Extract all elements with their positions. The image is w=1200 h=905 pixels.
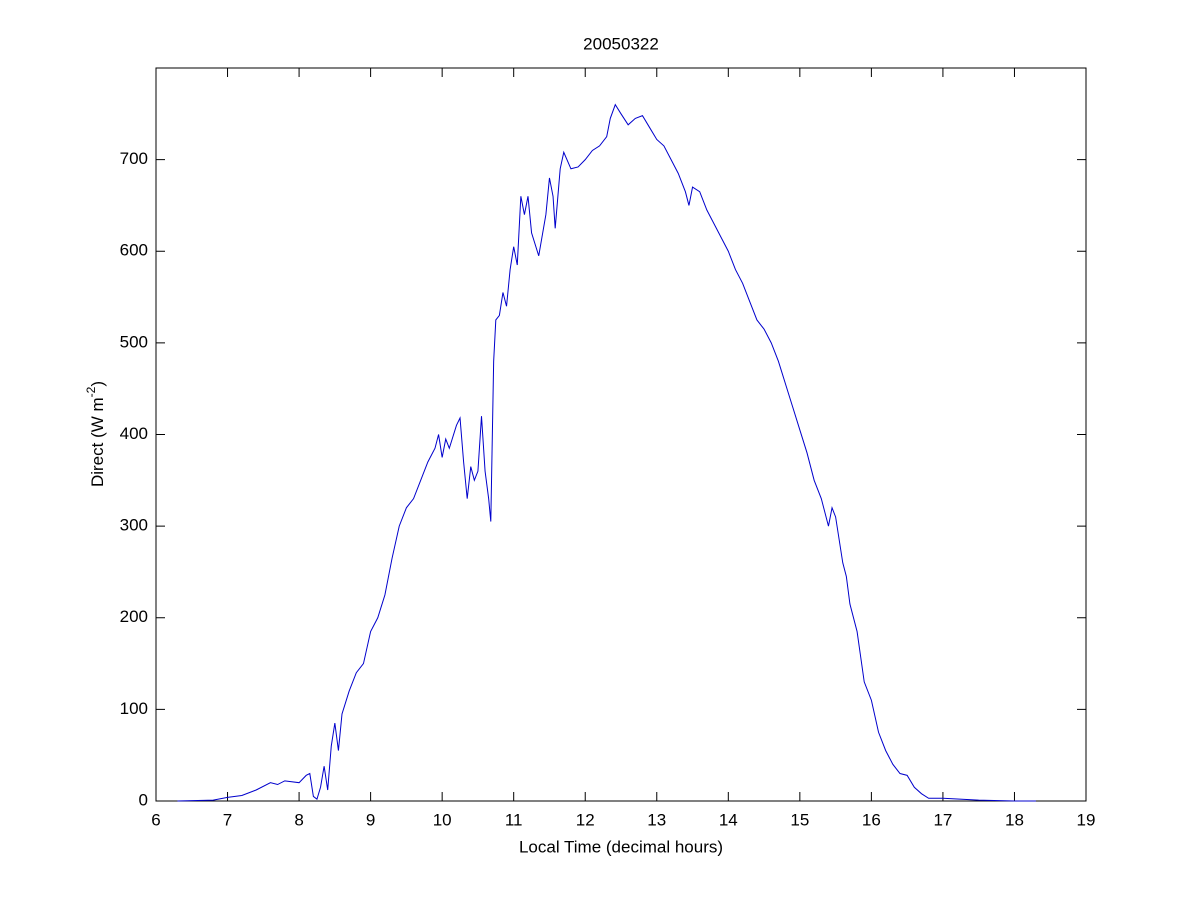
y-tick-label: 500: [120, 332, 148, 351]
x-tick-label: 17: [933, 810, 952, 829]
plot-area: 6 7 8 9 10 11 12 13 14 15 16 17 18 19 0 100 200 300 400 500…: [120, 68, 1096, 829]
x-tick-label: 11: [505, 810, 523, 829]
data-line: [177, 103, 1036, 802]
x-tick-label: 12: [576, 810, 595, 829]
x-tick-label: 9: [366, 810, 375, 829]
x-tick-label: 14: [719, 810, 738, 829]
y-tick-label: 600: [120, 241, 148, 260]
y-label-text: Direct (W m: [88, 397, 107, 487]
chart-title: 20050322: [583, 34, 659, 53]
y-tick-label: 300: [120, 516, 148, 535]
y-label-superscript: -2: [84, 386, 98, 397]
y-tick-label: 700: [120, 149, 148, 168]
x-tick-label: 16: [862, 810, 881, 829]
x-axis-label: Local Time (decimal hours): [519, 837, 723, 856]
x-tick-label: 8: [294, 810, 303, 829]
x-tick-label: 15: [790, 810, 809, 829]
y-tick-label: 400: [120, 424, 148, 443]
y-tick-label: 0: [139, 790, 148, 809]
x-tick-label: 7: [223, 810, 232, 829]
x-tick-label: 10: [433, 810, 452, 829]
y-tick-label: 200: [120, 607, 148, 626]
y-axis-label: Direct (W m-2): [84, 381, 107, 487]
x-tick-label: 19: [1077, 810, 1096, 829]
x-tick-label: 6: [151, 810, 160, 829]
y-label-suffix: ): [88, 381, 107, 387]
x-tick-label: 13: [647, 810, 666, 829]
y-tick-label: 100: [120, 699, 148, 718]
x-tick-label: 18: [1005, 810, 1024, 829]
plot-box: [155, 67, 1087, 802]
